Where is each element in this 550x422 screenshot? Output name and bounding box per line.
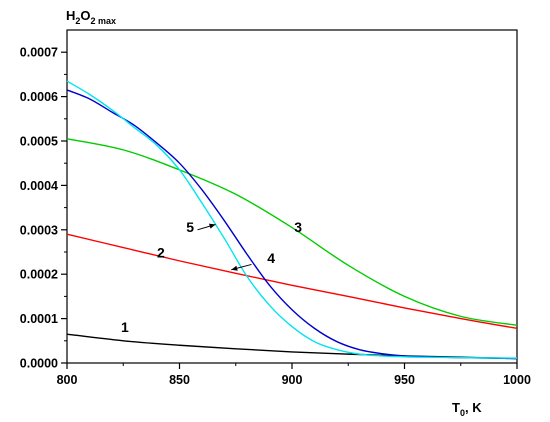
y-tick-label: 0.0007 bbox=[20, 46, 58, 60]
series-line-1 bbox=[66, 333, 518, 360]
series-line-4 bbox=[66, 89, 518, 360]
x-tick-label: 950 bbox=[394, 373, 415, 387]
label-arrow-head-4 bbox=[231, 265, 238, 271]
x-tick-label: 1000 bbox=[503, 373, 531, 387]
y-axis-ticks: 0.0000 0.0001 0.0002 0.0003 0.0004 0.0005 0.00… bbox=[20, 46, 67, 371]
series-labels: 1 2 3 4 5 bbox=[121, 219, 302, 335]
x-tick-label: 900 bbox=[282, 373, 303, 387]
x-axis-title: T0, K bbox=[452, 400, 482, 418]
series-label-1: 1 bbox=[121, 319, 129, 335]
y-tick-label: 0.0000 bbox=[20, 357, 58, 371]
series-label-5: 5 bbox=[186, 219, 194, 235]
y-tick-label: 0.0005 bbox=[20, 135, 58, 149]
label-arrow-head-5 bbox=[209, 223, 216, 229]
series-line-2 bbox=[66, 233, 518, 330]
series-label-2: 2 bbox=[157, 244, 165, 260]
y-axis-title: H2O2 max bbox=[66, 8, 116, 26]
x-tick-label: 850 bbox=[169, 373, 190, 387]
y-tick-label: 0.0004 bbox=[20, 179, 58, 193]
x-tick-label: 800 bbox=[57, 373, 78, 387]
y-tick-label: 0.0003 bbox=[20, 223, 58, 237]
series-line-5 bbox=[66, 80, 518, 359]
y-tick-label: 0.0001 bbox=[20, 312, 58, 326]
series-lines bbox=[66, 80, 518, 360]
y-tick-label: 0.0006 bbox=[20, 90, 58, 104]
series-line-3 bbox=[66, 138, 518, 326]
x-axis-ticks: 800 850 900 950 1000 bbox=[57, 363, 531, 387]
series-label-4: 4 bbox=[267, 250, 275, 266]
series-label-3: 3 bbox=[294, 219, 302, 235]
y-tick-label: 0.0002 bbox=[20, 268, 58, 282]
